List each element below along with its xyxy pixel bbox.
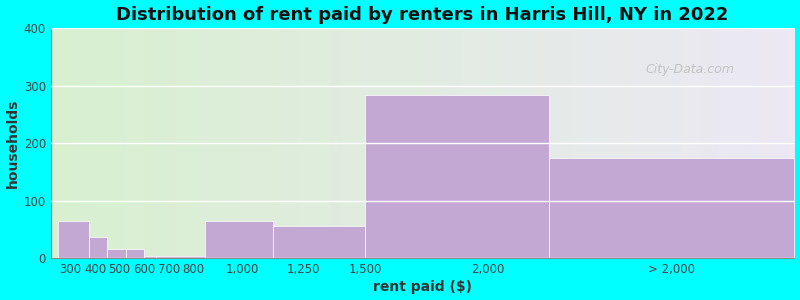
Bar [273,226,365,258]
Bar [549,158,794,258]
Bar [144,256,156,258]
Text: City-Data.com: City-Data.com [646,63,734,76]
Title: Distribution of rent paid by renters in Harris Hill, NY in 2022: Distribution of rent paid by renters in … [117,6,729,24]
Bar [126,249,144,258]
Bar [156,256,206,258]
X-axis label: rent paid ($): rent paid ($) [373,280,472,294]
Bar [206,221,273,258]
Y-axis label: households: households [6,98,19,188]
Bar [107,249,126,258]
Bar [58,221,89,258]
Bar [365,95,549,258]
Bar [89,237,107,258]
